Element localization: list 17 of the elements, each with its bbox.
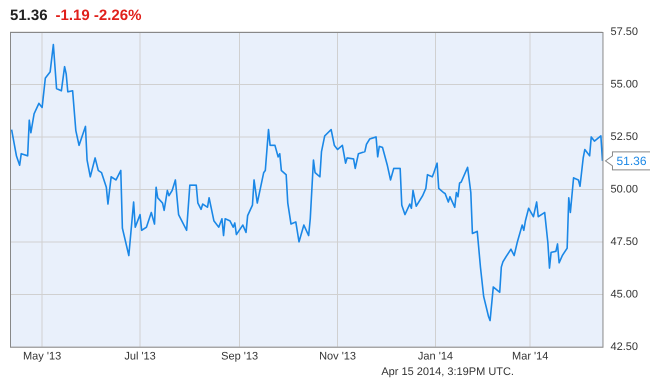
- x-tick-label: May '13: [23, 350, 62, 362]
- y-tick-label: 55.00: [610, 78, 638, 90]
- annotation: 51.36: [616, 154, 647, 168]
- x-tick-label: Nov '13: [319, 350, 356, 362]
- y-tick-label: 52.50: [610, 130, 638, 143]
- y-tick-label: 45.00: [610, 288, 638, 300]
- y-tick-label: 47.50: [610, 236, 638, 248]
- y-tick-label: 57.50: [610, 26, 638, 38]
- x-tick-label: Jul '13: [124, 350, 156, 362]
- chart-subtitle: -1.19 -2.26%: [56, 7, 142, 24]
- y-tick-label: 50.00: [610, 183, 638, 196]
- chart-title: 51.36: [10, 7, 48, 24]
- text: Apr 15 2014, 3:19PM UTC.: [381, 366, 514, 378]
- x-tick-label: Sep '13: [221, 350, 258, 362]
- x-tick-label: Jan '14: [418, 350, 454, 362]
- y-tick-label: 42.50: [610, 340, 638, 353]
- x-tick-label: Mar '14: [512, 350, 548, 362]
